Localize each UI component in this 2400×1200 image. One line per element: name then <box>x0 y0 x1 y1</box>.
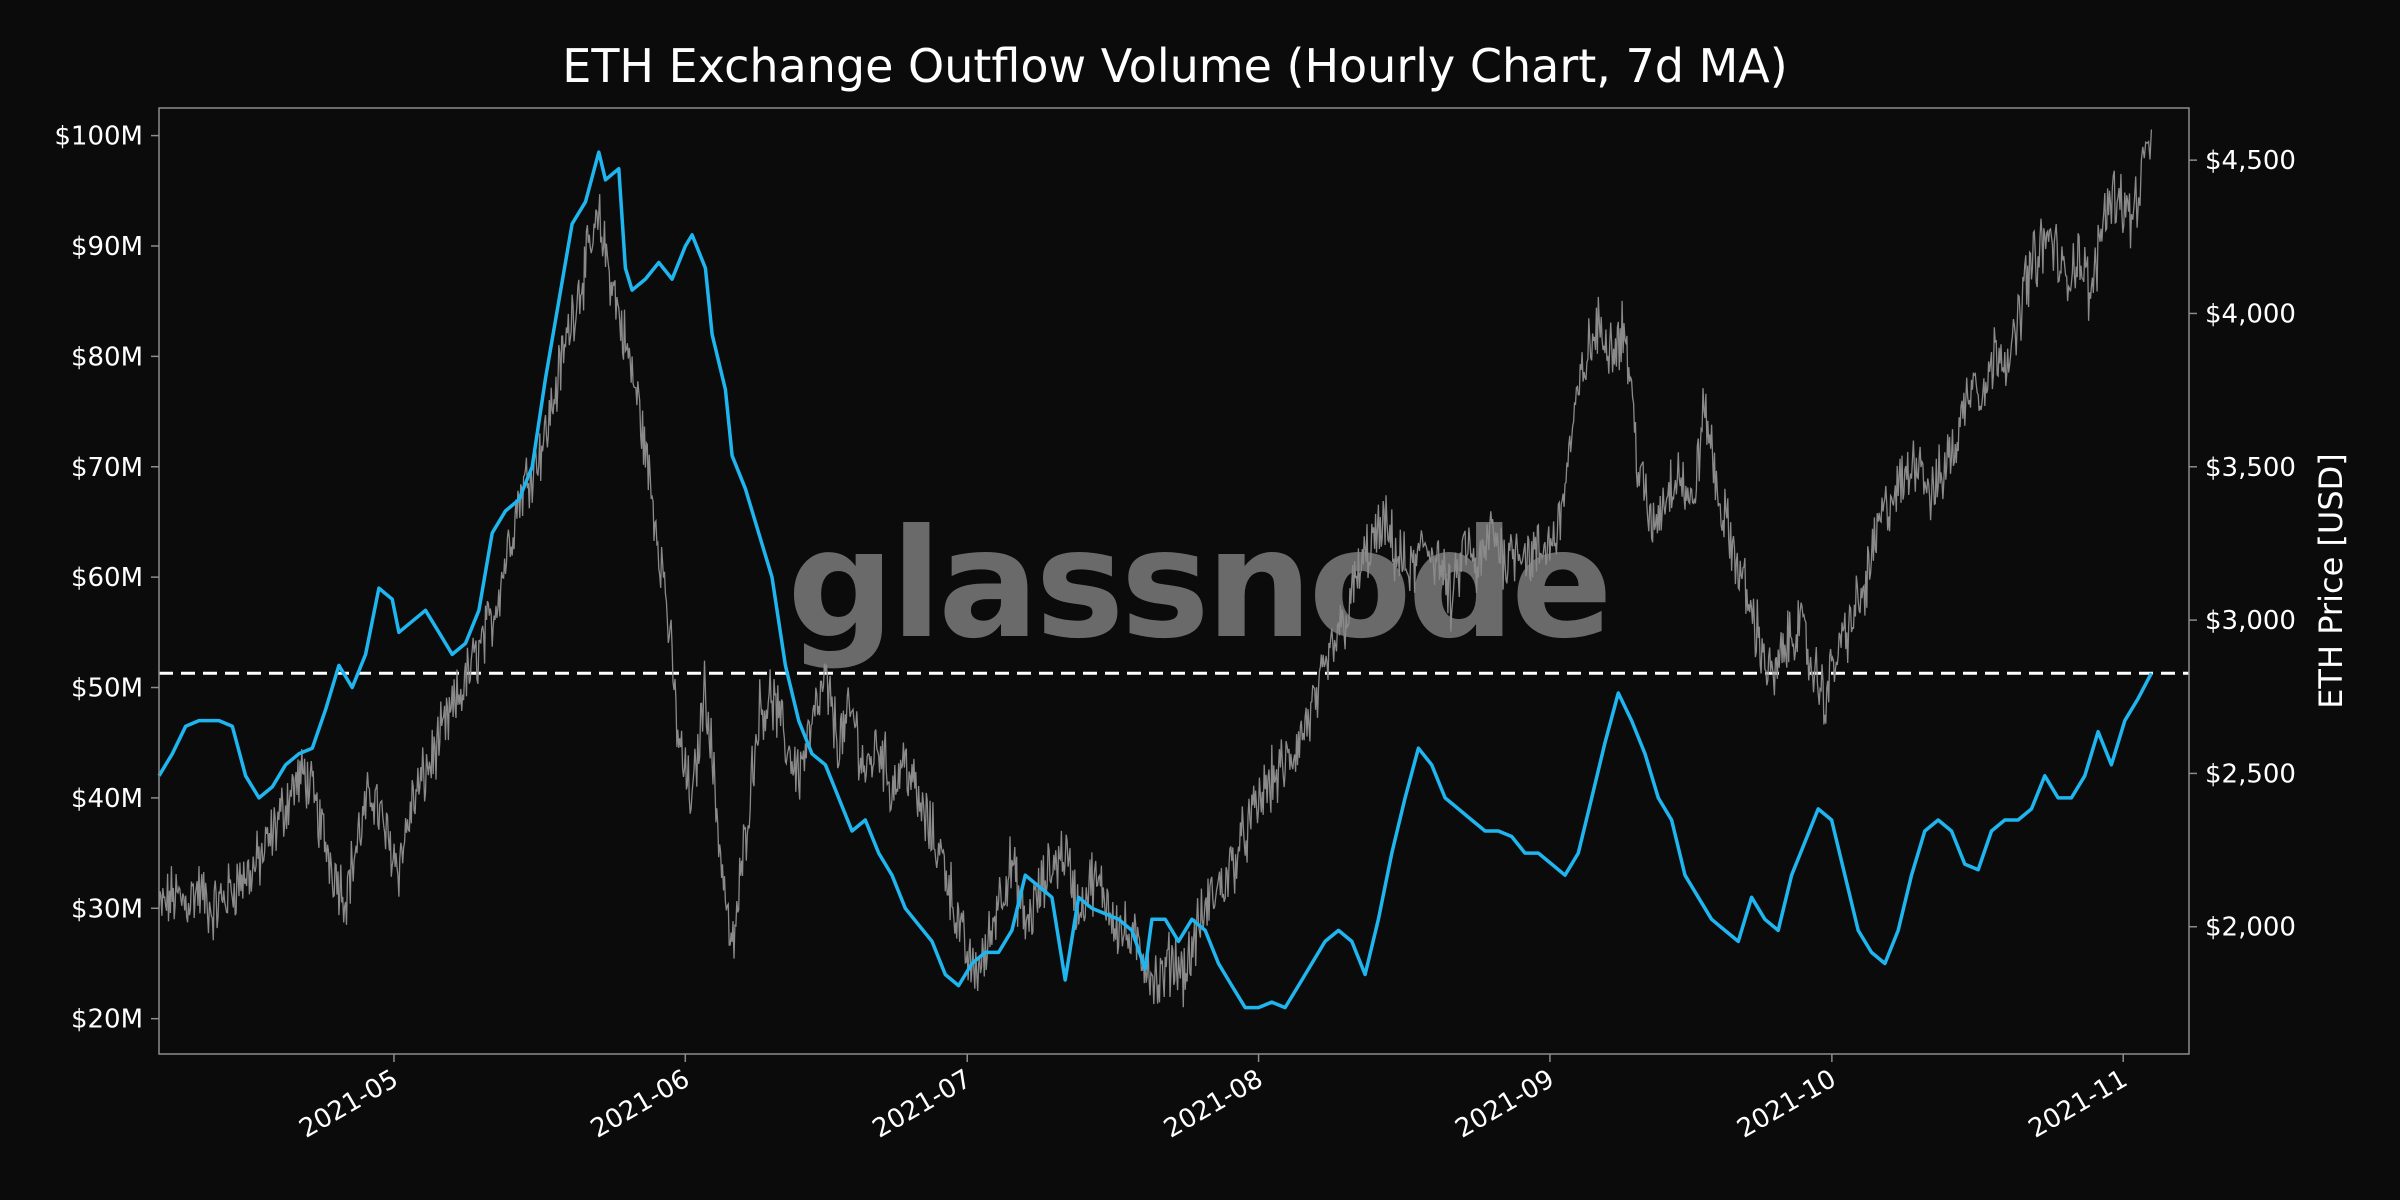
price-series-line <box>158 129 2153 1008</box>
right-tick-label: $4,000 <box>2205 299 2296 329</box>
left-tick-label: $40M <box>71 784 143 814</box>
left-tick-label: $100M <box>54 122 143 152</box>
right-tick-label: $3,500 <box>2205 453 2296 483</box>
left-tick-label: $50M <box>71 674 143 704</box>
right-axis-label: ETH Price [USD] <box>2312 453 2350 709</box>
chart-title: ETH Exchange Outflow Volume (Hourly Char… <box>562 39 1787 93</box>
outflow-series-line <box>157 150 2153 1010</box>
left-tick-label: $90M <box>71 232 143 262</box>
left-tick-label: $80M <box>71 342 143 372</box>
left-tick-label: $70M <box>71 453 143 483</box>
right-axis-ticks: $2,000 $2,500 $3,000 $3,500 $4,000 $4,500 <box>2189 146 2296 943</box>
left-axis-ticks: $20M $30M $40M $50M $60M $70M $80M $90M $100M <box>54 122 159 1035</box>
watermark-logo: glassnode <box>787 498 1609 672</box>
right-tick-label: $2,000 <box>2205 913 2296 943</box>
left-tick-label: $60M <box>71 563 143 593</box>
left-tick-label: $20M <box>71 1005 143 1035</box>
right-tick-label: $2,500 <box>2205 759 2296 789</box>
right-tick-label: $4,500 <box>2205 146 2296 176</box>
right-tick-label: $3,000 <box>2205 606 2296 636</box>
outflow-series-layer <box>157 150 2153 1010</box>
left-tick-label: $30M <box>71 894 143 924</box>
price-series-layer <box>158 129 2153 1008</box>
plot-frame <box>158 107 2190 1055</box>
